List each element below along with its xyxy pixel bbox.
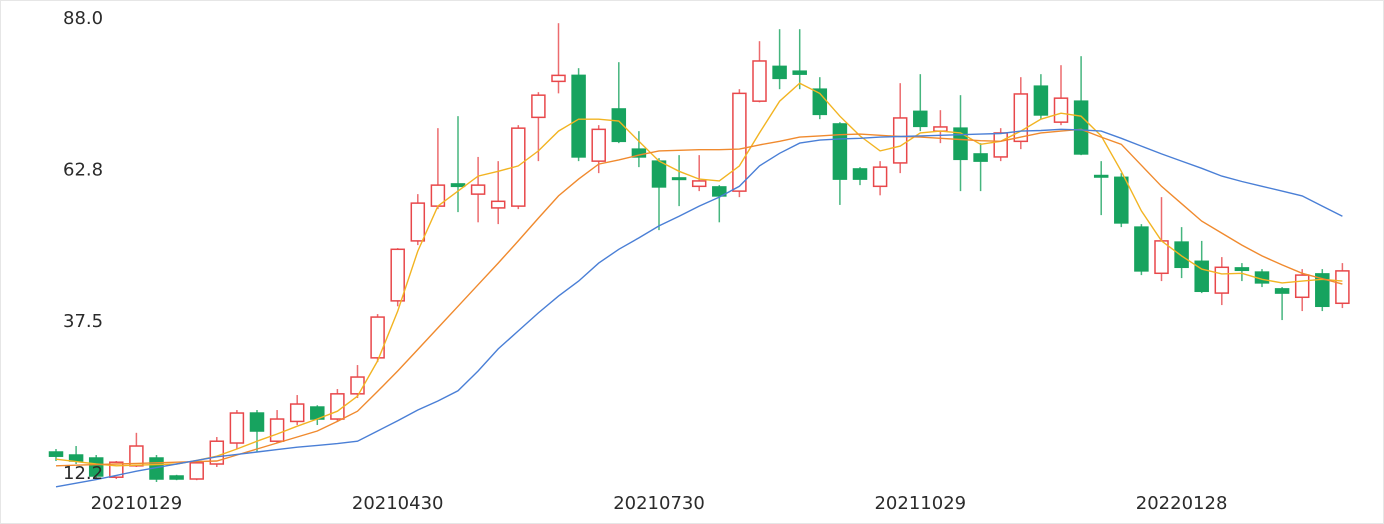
candle-body (209, 440, 225, 465)
x-tick-label: 20220128 (1136, 493, 1228, 514)
candle-body (169, 475, 184, 480)
candle-body (571, 74, 586, 158)
candle-body (370, 316, 385, 359)
candle-body (1174, 241, 1189, 269)
candle-body (48, 451, 64, 457)
y-tick-label: 12.2 (63, 463, 103, 484)
candle-body (189, 462, 204, 480)
candle-body (390, 248, 405, 302)
y-tick-label: 62.8 (63, 159, 103, 180)
candle-body (330, 393, 345, 420)
candle-body (953, 127, 968, 161)
candle-body (651, 160, 667, 188)
x-tick-label: 20210430 (352, 493, 444, 514)
candle-body (410, 202, 426, 242)
candle-body (1134, 226, 1149, 272)
candle-body (752, 60, 767, 102)
candle-body (732, 92, 747, 192)
candle-body (269, 418, 285, 442)
candle-body (892, 117, 908, 164)
moving-average-line (55, 128, 1343, 467)
candle-body (993, 132, 1008, 158)
candle-body (973, 153, 988, 162)
candle-body (1294, 274, 1310, 299)
candle-body (350, 376, 365, 395)
y-tick-label: 37.5 (63, 311, 103, 332)
candle-body (1053, 97, 1069, 123)
candle-body (229, 412, 245, 444)
candle-body (1093, 174, 1109, 178)
candle-body (1154, 240, 1169, 275)
candle-body (88, 457, 104, 477)
candle-body (470, 184, 486, 195)
candle-body (611, 108, 627, 143)
candle-body (1114, 176, 1129, 224)
candle-body (913, 110, 928, 128)
candle-body (531, 94, 546, 119)
candle-body (591, 128, 606, 162)
candle-body (289, 403, 305, 423)
y-tick-label: 88.0 (63, 8, 103, 29)
candle-body (1214, 266, 1230, 294)
candle-body (691, 180, 707, 188)
candle-body (712, 186, 727, 197)
candle-body (1194, 260, 1209, 293)
candle-body (1234, 267, 1250, 272)
candle-body (792, 70, 807, 75)
candle-body (1033, 85, 1049, 116)
candle-body (68, 454, 84, 462)
candle-body (1315, 273, 1330, 308)
candle-body (772, 65, 787, 80)
x-tick-label: 20210129 (91, 493, 183, 514)
moving-average-line (55, 82, 1343, 467)
candle-body (671, 177, 687, 181)
candle-body (450, 183, 466, 188)
candle-body (1073, 100, 1089, 155)
candle-body (551, 74, 566, 83)
x-tick-label: 20210730 (613, 493, 705, 514)
moving-average-line (55, 128, 1343, 488)
candle-body (490, 200, 506, 209)
candle-body (249, 412, 265, 432)
candle-body (1274, 288, 1290, 294)
candle-body (1013, 93, 1029, 143)
candle-body (1335, 270, 1350, 305)
candle-body (852, 168, 868, 180)
candle-body (832, 123, 848, 180)
candle-body (872, 166, 888, 188)
x-tick-label: 20211029 (874, 493, 966, 514)
